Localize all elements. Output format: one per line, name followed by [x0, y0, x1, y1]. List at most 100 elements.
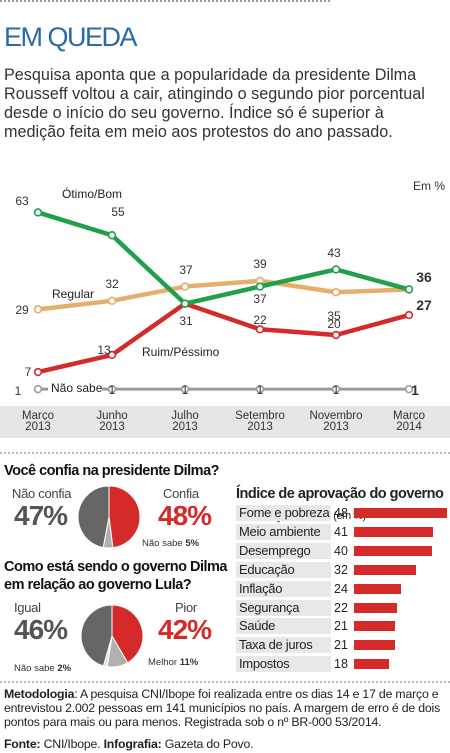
- data-label: 20: [327, 317, 341, 331]
- pie2-best: Melhor 11%: [148, 657, 199, 668]
- data-label: 1: [109, 383, 116, 397]
- series-line-1: [37, 278, 410, 312]
- footer-divider: [0, 681, 450, 683]
- page-title: EM QUEDA: [4, 22, 138, 52]
- data-label: 31: [179, 314, 193, 328]
- pie-slice: [80, 604, 113, 667]
- point: [331, 265, 341, 274]
- bar-value: 21: [334, 619, 348, 634]
- x-tick-year: 2013: [155, 421, 215, 433]
- data-label: 1: [257, 383, 264, 397]
- x-tick-label: Junho: [96, 410, 127, 420]
- series-line-0: [37, 210, 410, 306]
- bar-category: Meio ambiente: [236, 523, 331, 540]
- bar-category: Taxa de juros: [236, 637, 331, 654]
- bar: [354, 602, 397, 613]
- top-dotted-rule: [0, 0, 330, 6]
- pie1-left-label: Não confia: [12, 486, 72, 501]
- bar-category: Educação: [236, 561, 331, 578]
- pie2-left-pct: 46%: [14, 614, 68, 645]
- data-label: 35: [327, 309, 341, 323]
- data-label: 1: [333, 383, 340, 397]
- bar-category: Segurança: [236, 599, 331, 616]
- data-label: 7: [25, 365, 32, 379]
- series-line-2: [37, 301, 410, 375]
- data-label: 1: [411, 382, 419, 398]
- data-label: 36: [416, 269, 432, 285]
- point: [107, 231, 117, 240]
- bar-value: 24: [334, 581, 348, 596]
- bar-category: Saúde: [236, 618, 331, 635]
- bar: [354, 508, 447, 518]
- point: [331, 288, 341, 297]
- point: [331, 384, 341, 394]
- data-label: 32: [105, 277, 119, 291]
- series-name: Ótimo/Bom: [62, 186, 122, 201]
- bar: [354, 659, 389, 670]
- bar-value: 40: [334, 543, 348, 558]
- bar-value: 32: [334, 562, 348, 577]
- methodology: Metodologia: A pesquisa CNI/Ibope foi re…: [4, 687, 441, 730]
- bar-row: Inflação 24: [236, 580, 446, 598]
- data-label: 55: [111, 205, 125, 219]
- series-name: Ruim/Péssimo: [142, 345, 220, 359]
- data-label: 27: [416, 297, 432, 313]
- bar-value: 21: [334, 638, 348, 653]
- bar-category: Impostos: [236, 656, 331, 673]
- bar-row: Impostos 18: [236, 656, 446, 673]
- divider: [0, 452, 450, 454]
- pie2-title: Como está sendo o governo Dilma em relaç…: [4, 559, 228, 593]
- bar: [354, 640, 395, 651]
- data-label: 39: [253, 257, 267, 271]
- data-label: 13: [97, 343, 111, 357]
- x-tick-year: 2013: [306, 421, 366, 433]
- point: [107, 384, 117, 394]
- data-label: 37: [179, 263, 193, 277]
- bar-row: Saúde 21: [236, 618, 446, 635]
- x-tick-year: 2013: [230, 421, 290, 433]
- bar-category: Desemprego: [236, 542, 331, 559]
- point: [255, 384, 265, 394]
- bar-category: Inflação: [236, 580, 331, 597]
- data-label: 29: [15, 303, 29, 317]
- point: [404, 384, 414, 394]
- bar: [354, 583, 401, 594]
- point: [180, 384, 190, 394]
- point: [331, 330, 341, 340]
- point: [255, 325, 265, 334]
- point: [107, 350, 117, 360]
- source-credit: Fonte: CNI/Ibope. Infografia: Gazeta do …: [4, 737, 254, 751]
- bar: [354, 526, 434, 537]
- data-label: 43: [327, 246, 341, 260]
- bar-value: 48: [334, 506, 348, 520]
- data-label: 63: [15, 194, 29, 208]
- series-name: Regular: [52, 287, 94, 301]
- x-tick-label: Março: [22, 410, 54, 420]
- x-tick-year: 2013: [82, 421, 142, 433]
- axis-band: [0, 406, 450, 420]
- line-chart: Em % 63 55 31 37 43 36 29 32 37 39 35 7 13 22 20 27 1 1 1 1 1…: [0, 179, 450, 420]
- point: [107, 296, 117, 306]
- pie2-left-label: Igual: [14, 600, 41, 615]
- pie2-right-label: Pior: [175, 600, 197, 615]
- pie-slice: [108, 485, 141, 549]
- x-tick-year: 2013: [8, 421, 68, 433]
- bar-row: Educação 32: [236, 561, 446, 579]
- x-tick-label: Setembro: [235, 410, 285, 420]
- bar: [354, 564, 416, 575]
- pie1-left-pct: 47%: [14, 500, 68, 531]
- bar-row: Meio ambiente 41: [236, 523, 446, 541]
- bar-value: 41: [334, 524, 348, 539]
- pie2-chart: [80, 604, 144, 668]
- x-tick-year: 2014: [379, 421, 439, 433]
- series-name: Não sabe: [51, 381, 103, 395]
- x-tick-label: Novembro: [309, 410, 362, 420]
- bar-value: 18: [334, 657, 348, 672]
- pie-slice: [77, 485, 110, 549]
- bar-row: Fome e pobreza 48: [236, 505, 447, 522]
- pie1-right-label: Confia: [163, 486, 199, 501]
- unit-label: Em %: [413, 179, 445, 193]
- pie1-right-pct: 48%: [158, 500, 212, 531]
- point: [255, 282, 265, 291]
- pie1-title: Você confia na presidente Dilma?: [4, 463, 220, 479]
